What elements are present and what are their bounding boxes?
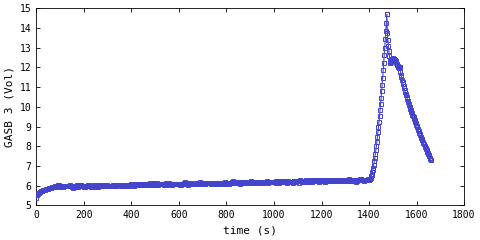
X-axis label: time (s): time (s) <box>223 226 277 236</box>
Y-axis label: GASB 3 (Vol): GASB 3 (Vol) <box>4 66 14 147</box>
